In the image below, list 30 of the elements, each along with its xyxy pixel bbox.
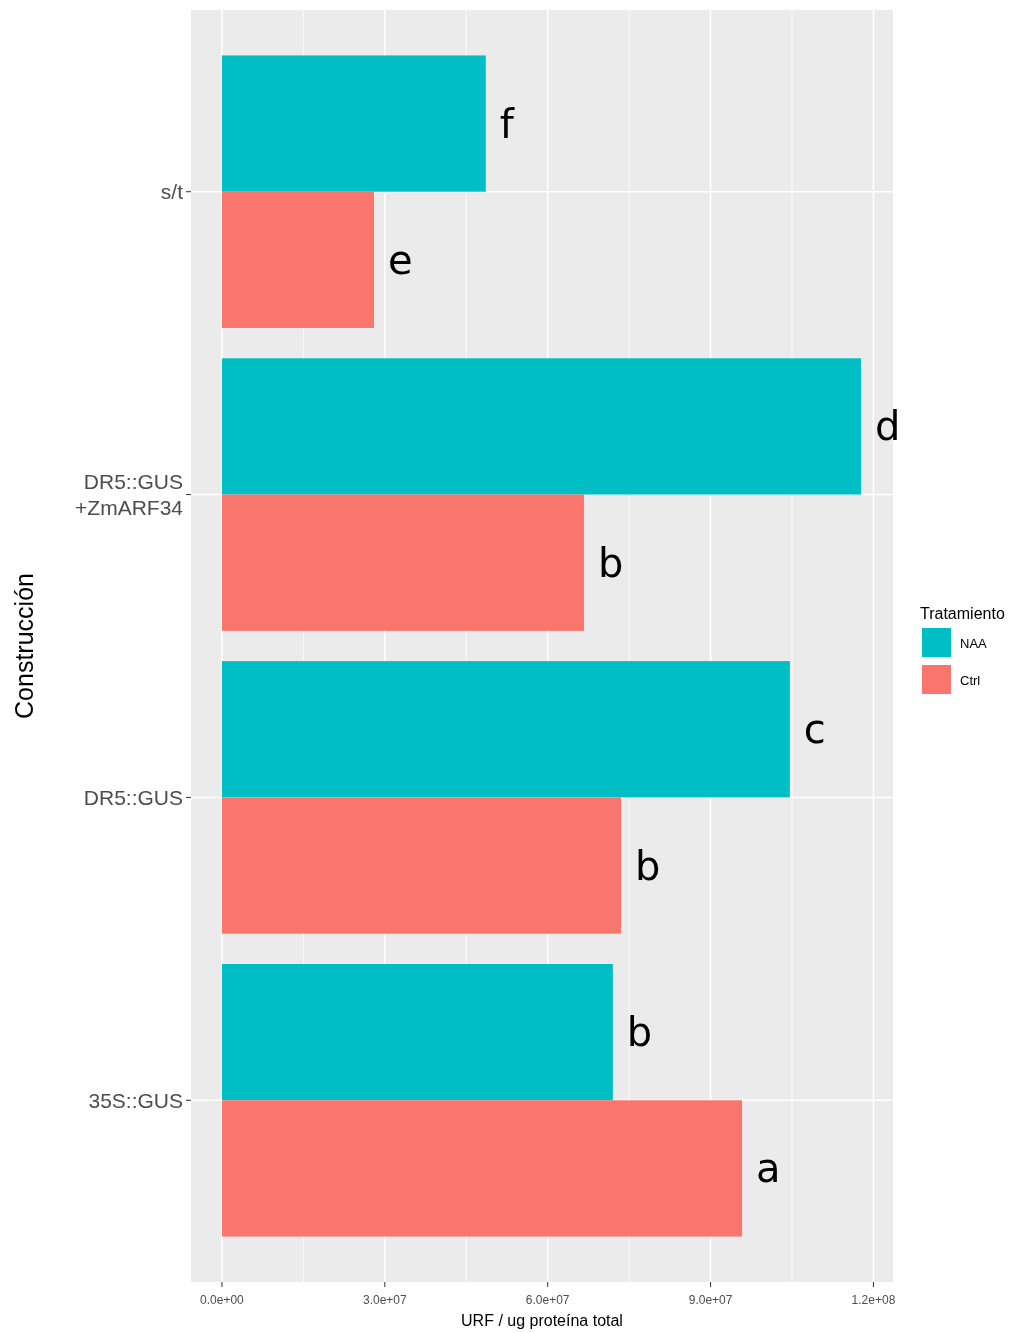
bar bbox=[221, 358, 861, 495]
data-label: a bbox=[756, 1145, 781, 1192]
bar bbox=[221, 1100, 743, 1237]
bar bbox=[221, 494, 585, 631]
y-axis-title: Construcción bbox=[10, 573, 38, 719]
data-label: b bbox=[626, 1009, 653, 1056]
bar bbox=[221, 55, 486, 192]
data-label: e bbox=[387, 236, 413, 283]
x-tick-label: 6.0e+07 bbox=[525, 1293, 570, 1307]
data-label: f bbox=[499, 100, 515, 147]
x-axis-title: URF / ug proteína total bbox=[461, 1312, 623, 1329]
data-label: b bbox=[598, 539, 624, 586]
data-label: c bbox=[803, 706, 826, 753]
x-tick-label: 3.0e+07 bbox=[362, 1293, 407, 1307]
y-tick-label: DR5::GUS bbox=[83, 785, 183, 809]
legend-label: Ctrl bbox=[960, 672, 981, 688]
y-tick-label: DR5::GUS +ZmARF34 bbox=[75, 470, 184, 519]
legend-title: Tratamiento bbox=[920, 605, 1005, 622]
bar bbox=[221, 964, 613, 1101]
data-label: d bbox=[874, 403, 901, 450]
y-tick-label: s/t bbox=[160, 180, 184, 204]
bar bbox=[221, 191, 374, 328]
x-tick-label: 1.2e+08 bbox=[851, 1293, 896, 1307]
y-tick-label: 35S::GUS bbox=[88, 1088, 183, 1112]
x-tick-label: 0.0e+00 bbox=[200, 1293, 245, 1307]
x-tick-label: 9.0e+07 bbox=[688, 1293, 733, 1307]
bar bbox=[221, 797, 621, 934]
data-label: b bbox=[635, 842, 661, 889]
bar bbox=[221, 661, 790, 798]
legend-label: NAA bbox=[960, 635, 988, 651]
